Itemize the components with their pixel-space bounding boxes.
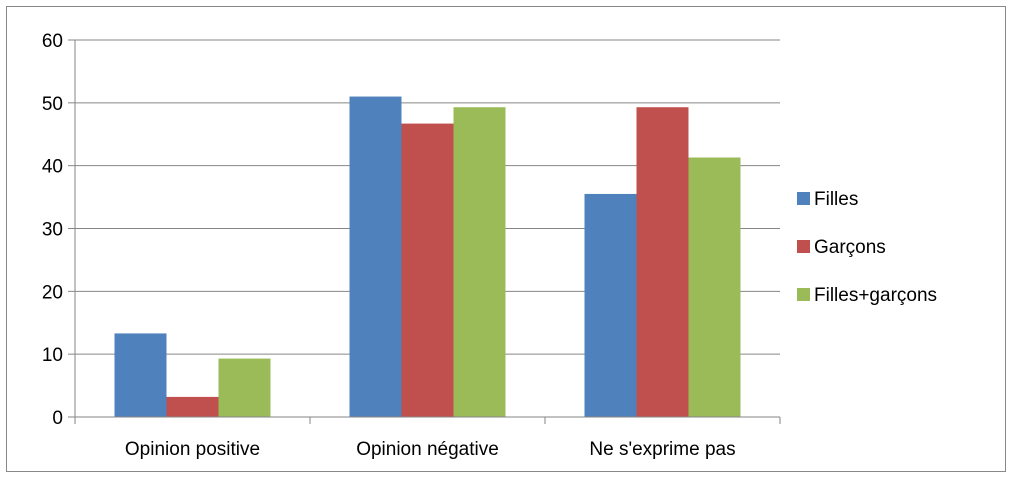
y-tick-label: 30 xyxy=(42,220,63,241)
legend-label: Garçons xyxy=(814,237,886,258)
x-category-label: Ne s'exprime pas xyxy=(589,439,735,460)
bar xyxy=(453,107,506,418)
y-tick-label: 10 xyxy=(42,345,63,366)
y-axis-ticks: 0 10 20 30 40 50 60 xyxy=(42,31,63,429)
y-tick-label: 20 xyxy=(42,282,63,303)
x-category-label: Opinion négative xyxy=(356,439,499,460)
chart-frame xyxy=(6,6,1006,472)
legend-label: Filles+garçons xyxy=(814,285,937,306)
y-tick-label: 0 xyxy=(52,408,63,429)
bar xyxy=(688,157,741,417)
bar xyxy=(166,396,219,417)
legend-swatch xyxy=(797,288,810,301)
axes xyxy=(68,39,781,424)
y-tick-label: 50 xyxy=(42,94,63,115)
bar xyxy=(218,358,271,417)
bar xyxy=(584,193,637,417)
legend-swatch xyxy=(797,192,810,205)
bar xyxy=(636,107,689,418)
x-category-label: Opinion positive xyxy=(125,439,260,460)
y-tick-label: 40 xyxy=(42,157,63,178)
bar xyxy=(114,333,167,417)
bar xyxy=(349,96,402,418)
legend-label: Filles xyxy=(814,189,858,210)
bars xyxy=(114,96,741,418)
y-tick-label: 60 xyxy=(42,31,63,52)
legend: Filles Garçons Filles+garçons xyxy=(797,189,937,306)
legend-swatch xyxy=(797,240,810,253)
x-axis-categories: Opinion positive Opinion négative Ne s'exp… xyxy=(125,439,736,460)
bar xyxy=(401,123,454,418)
